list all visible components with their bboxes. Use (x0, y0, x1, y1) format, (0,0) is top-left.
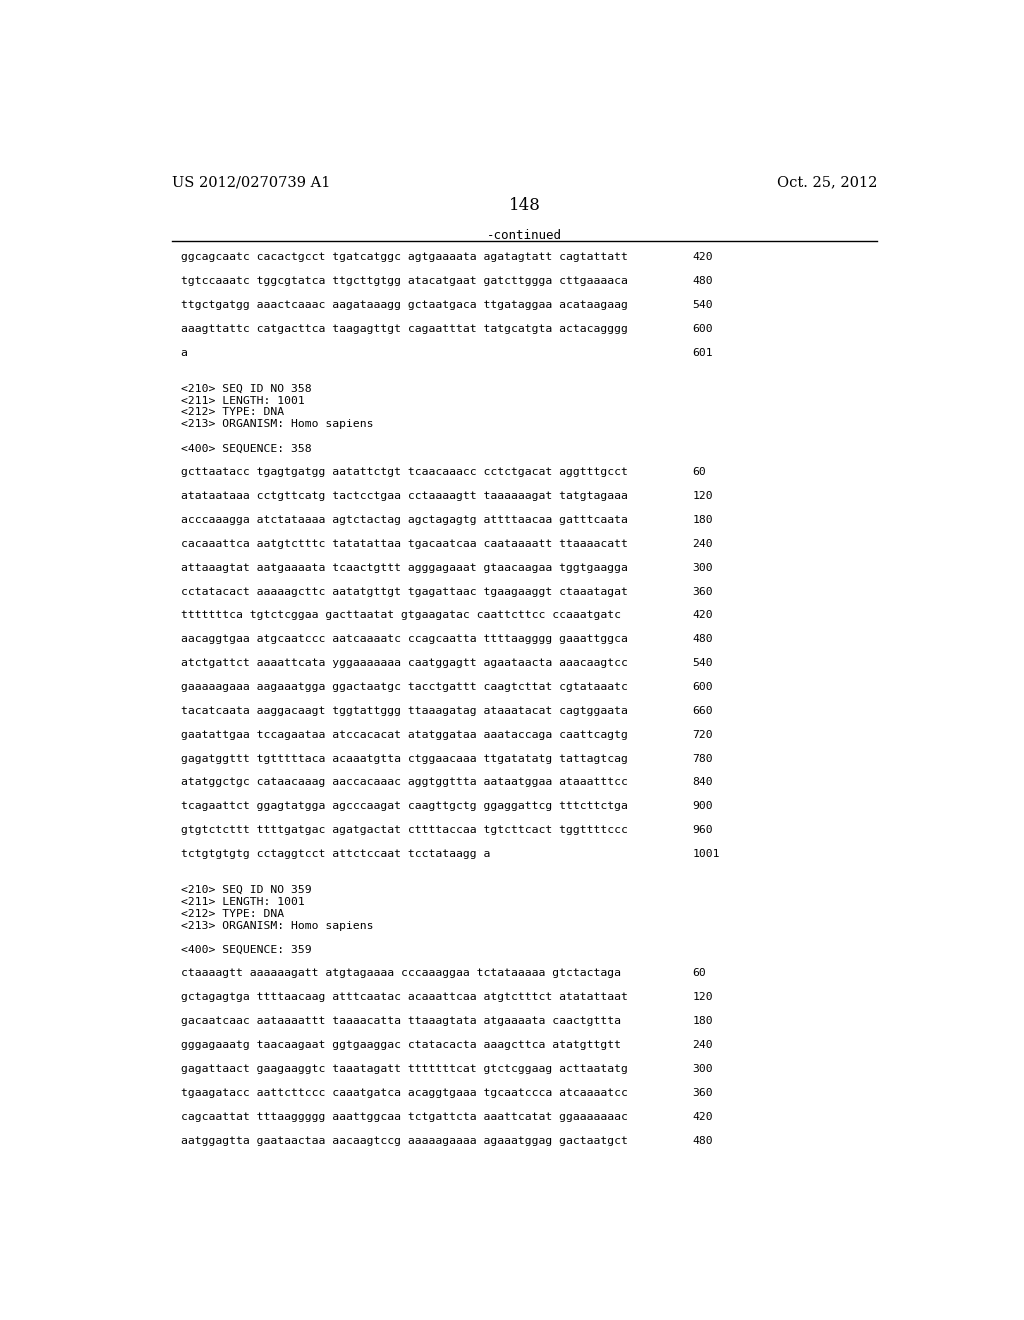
Text: 420: 420 (692, 252, 713, 263)
Text: ttgctgatgg aaactcaaac aagataaagg gctaatgaca ttgataggaa acataagaag: ttgctgatgg aaactcaaac aagataaagg gctaatg… (180, 300, 628, 310)
Text: 120: 120 (692, 491, 713, 502)
Text: 120: 120 (692, 993, 713, 1002)
Text: <212> TYPE: DNA: <212> TYPE: DNA (180, 908, 284, 919)
Text: US 2012/0270739 A1: US 2012/0270739 A1 (172, 176, 331, 189)
Text: gagattaact gaagaaggtc taaatagatt tttttttcat gtctcggaag acttaatatg: gagattaact gaagaaggtc taaatagatt ttttttt… (180, 1064, 628, 1074)
Text: 601: 601 (692, 348, 713, 358)
Text: 240: 240 (692, 1040, 713, 1049)
Text: 300: 300 (692, 1064, 713, 1074)
Text: atctgattct aaaattcata yggaaaaaaa caatggagtt agaataacta aaacaagtcc: atctgattct aaaattcata yggaaaaaaa caatgga… (180, 659, 628, 668)
Text: 720: 720 (692, 730, 713, 739)
Text: <210> SEQ ID NO 359: <210> SEQ ID NO 359 (180, 884, 311, 895)
Text: 1001: 1001 (692, 849, 720, 859)
Text: 840: 840 (692, 777, 713, 788)
Text: 420: 420 (692, 610, 713, 620)
Text: <212> TYPE: DNA: <212> TYPE: DNA (180, 408, 284, 417)
Text: 60: 60 (692, 969, 706, 978)
Text: 540: 540 (692, 659, 713, 668)
Text: <400> SEQUENCE: 358: <400> SEQUENCE: 358 (180, 444, 311, 453)
Text: cagcaattat tttaaggggg aaattggcaa tctgattcta aaattcatat ggaaaaaaac: cagcaattat tttaaggggg aaattggcaa tctgatt… (180, 1111, 628, 1122)
Text: tcagaattct ggagtatgga agcccaagat caagttgctg ggaggattcg tttcttctga: tcagaattct ggagtatgga agcccaagat caagttg… (180, 801, 628, 812)
Text: ggcagcaatc cacactgcct tgatcatggc agtgaaaata agatagtatt cagtattatt: ggcagcaatc cacactgcct tgatcatggc agtgaaa… (180, 252, 628, 263)
Text: 660: 660 (692, 706, 713, 715)
Text: <213> ORGANISM: Homo sapiens: <213> ORGANISM: Homo sapiens (180, 921, 373, 931)
Text: gagatggttt tgtttttaca acaaatgtta ctggaacaaa ttgatatatg tattagtcag: gagatggttt tgtttttaca acaaatgtta ctggaac… (180, 754, 628, 763)
Text: attaaagtat aatgaaaata tcaactgttt agggagaaat gtaacaagaa tggtgaagga: attaaagtat aatgaaaata tcaactgttt agggaga… (180, 562, 628, 573)
Text: 600: 600 (692, 682, 713, 692)
Text: 420: 420 (692, 1111, 713, 1122)
Text: gctagagtga ttttaacaag atttcaatac acaaattcaa atgtctttct atatattaat: gctagagtga ttttaacaag atttcaatac acaaatt… (180, 993, 628, 1002)
Text: Oct. 25, 2012: Oct. 25, 2012 (777, 176, 878, 189)
Text: aaagttattc catgacttca taagagttgt cagaatttat tatgcatgta actacagggg: aaagttattc catgacttca taagagttgt cagaatt… (180, 323, 628, 334)
Text: cacaaattca aatgtctttc tatatattaa tgacaatcaa caataaaatt ttaaaacatt: cacaaattca aatgtctttc tatatattaa tgacaat… (180, 539, 628, 549)
Text: 60: 60 (692, 467, 706, 477)
Text: <213> ORGANISM: Homo sapiens: <213> ORGANISM: Homo sapiens (180, 420, 373, 429)
Text: aacaggtgaa atgcaatccc aatcaaaatc ccagcaatta ttttaagggg gaaattggca: aacaggtgaa atgcaatccc aatcaaaatc ccagcaa… (180, 635, 628, 644)
Text: 480: 480 (692, 1135, 713, 1146)
Text: a: a (180, 348, 187, 358)
Text: aatggagtta gaataactaa aacaagtccg aaaaagaaaa agaaatggag gactaatgct: aatggagtta gaataactaa aacaagtccg aaaaaga… (180, 1135, 628, 1146)
Text: 240: 240 (692, 539, 713, 549)
Text: tgtccaaatc tggcgtatca ttgcttgtgg atacatgaat gatcttggga cttgaaaaca: tgtccaaatc tggcgtatca ttgcttgtgg atacatg… (180, 276, 628, 286)
Text: 480: 480 (692, 635, 713, 644)
Text: 180: 180 (692, 515, 713, 525)
Text: gggagaaatg taacaagaat ggtgaaggac ctatacacta aaagcttca atatgttgtt: gggagaaatg taacaagaat ggtgaaggac ctataca… (180, 1040, 621, 1049)
Text: tttttttca tgtctcggaa gacttaatat gtgaagatac caattcttcc ccaaatgatc: tttttttca tgtctcggaa gacttaatat gtgaagat… (180, 610, 621, 620)
Text: 480: 480 (692, 276, 713, 286)
Text: gcttaatacc tgagtgatgg aatattctgt tcaacaaacc cctctgacat aggtttgcct: gcttaatacc tgagtgatgg aatattctgt tcaacaa… (180, 467, 628, 477)
Text: 360: 360 (692, 586, 713, 597)
Text: <211> LENGTH: 1001: <211> LENGTH: 1001 (180, 896, 304, 907)
Text: 540: 540 (692, 300, 713, 310)
Text: cctatacact aaaaagcttc aatatgttgt tgagattaac tgaagaaggt ctaaatagat: cctatacact aaaaagcttc aatatgttgt tgagatt… (180, 586, 628, 597)
Text: acccaaagga atctataaaa agtctactag agctagagtg attttaacaa gatttcaata: acccaaagga atctataaaa agtctactag agctaga… (180, 515, 628, 525)
Text: <400> SEQUENCE: 359: <400> SEQUENCE: 359 (180, 945, 311, 954)
Text: 148: 148 (509, 197, 541, 214)
Text: 180: 180 (692, 1016, 713, 1026)
Text: gaatattgaa tccagaataa atccacacat atatggataa aaataccaga caattcagtg: gaatattgaa tccagaataa atccacacat atatgga… (180, 730, 628, 739)
Text: 960: 960 (692, 825, 713, 836)
Text: <210> SEQ ID NO 358: <210> SEQ ID NO 358 (180, 384, 311, 393)
Text: 300: 300 (692, 562, 713, 573)
Text: gtgtctcttt ttttgatgac agatgactat cttttaccaa tgtcttcact tggttttccc: gtgtctcttt ttttgatgac agatgactat cttttac… (180, 825, 628, 836)
Text: ctaaaagtt aaaaaagatt atgtagaaaa cccaaaggaa tctataaaaa gtctactaga: ctaaaagtt aaaaaagatt atgtagaaaa cccaaagg… (180, 969, 621, 978)
Text: -continued: -continued (487, 230, 562, 243)
Text: <211> LENGTH: 1001: <211> LENGTH: 1001 (180, 396, 304, 405)
Text: 600: 600 (692, 323, 713, 334)
Text: 780: 780 (692, 754, 713, 763)
Text: gaaaaagaaa aagaaatgga ggactaatgc tacctgattt caagtcttat cgtataaatc: gaaaaagaaa aagaaatgga ggactaatgc tacctga… (180, 682, 628, 692)
Text: tacatcaata aaggacaagt tggtattggg ttaaagatag ataaatacat cagtggaata: tacatcaata aaggacaagt tggtattggg ttaaaga… (180, 706, 628, 715)
Text: 900: 900 (692, 801, 713, 812)
Text: 360: 360 (692, 1088, 713, 1098)
Text: tgaagatacc aattcttccc caaatgatca acaggtgaaa tgcaatccca atcaaaatcc: tgaagatacc aattcttccc caaatgatca acaggtg… (180, 1088, 628, 1098)
Text: atatggctgc cataacaaag aaccacaaac aggtggttta aataatggaa ataaatttcc: atatggctgc cataacaaag aaccacaaac aggtggt… (180, 777, 628, 788)
Text: atataataaa cctgttcatg tactcctgaa cctaaaagtt taaaaaagat tatgtagaaa: atataataaa cctgttcatg tactcctgaa cctaaaa… (180, 491, 628, 502)
Text: tctgtgtgtg cctaggtcct attctccaat tcctataagg a: tctgtgtgtg cctaggtcct attctccaat tcctata… (180, 849, 490, 859)
Text: gacaatcaac aataaaattt taaaacatta ttaaagtata atgaaaata caactgttta: gacaatcaac aataaaattt taaaacatta ttaaagt… (180, 1016, 621, 1026)
